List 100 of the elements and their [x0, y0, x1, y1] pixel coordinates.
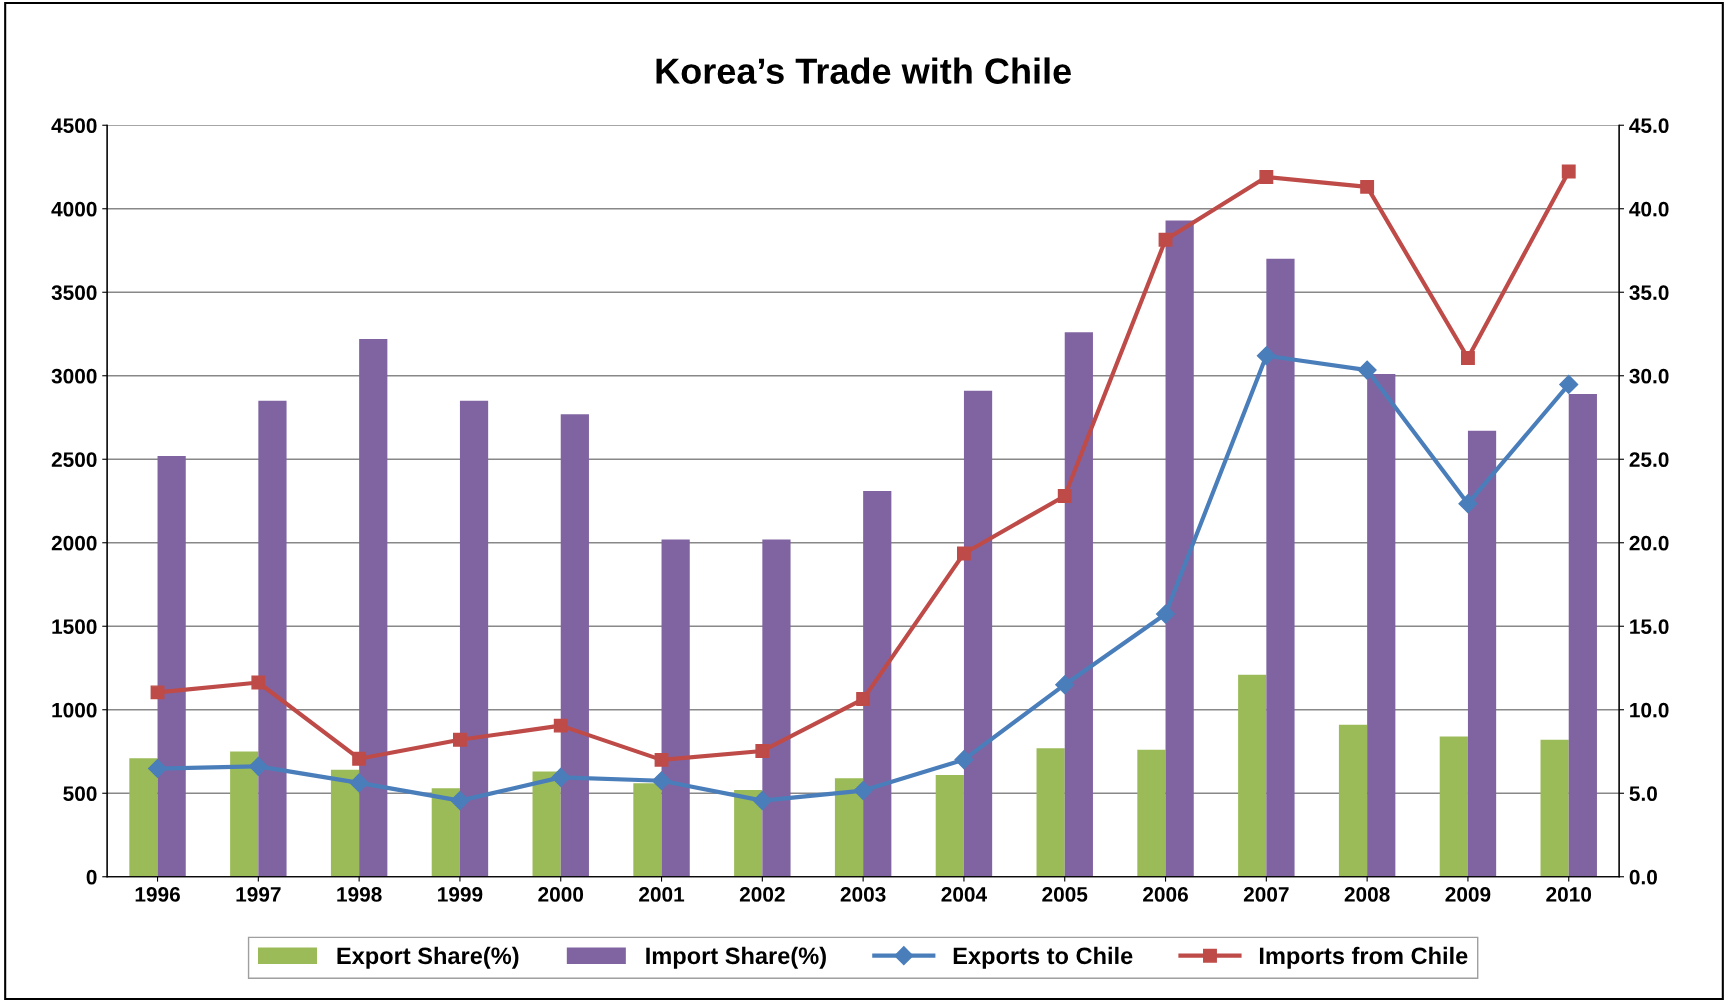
- point: [452, 732, 467, 747]
- y2-tick-label: 5.0: [1629, 786, 1657, 801]
- bar: [633, 783, 662, 877]
- bar: [157, 455, 186, 877]
- x-tick-label: 2002: [739, 887, 785, 902]
- bar: [1238, 674, 1267, 877]
- point: [652, 771, 672, 791]
- x-tick-label: 1998: [337, 887, 382, 902]
- point: [352, 751, 367, 766]
- point: [450, 791, 470, 811]
- point: [1259, 170, 1274, 184]
- y-tick-label: 3500: [51, 285, 97, 301]
- point: [251, 675, 266, 690]
- bar: [661, 539, 690, 877]
- bar: [1137, 749, 1166, 877]
- bar: [1540, 739, 1569, 877]
- point: [654, 752, 669, 767]
- bar: [834, 778, 864, 877]
- point: [954, 750, 974, 770]
- bar: [330, 769, 360, 877]
- y-tick-label: 2000: [51, 535, 97, 551]
- bar: [1165, 220, 1194, 877]
- point: [1055, 675, 1075, 695]
- point: [1458, 494, 1478, 514]
- y2-tick-label: 0.0: [1629, 869, 1657, 885]
- y2-tick-label: 15.0: [1630, 619, 1669, 634]
- y2-tick-label: 10.0: [1630, 702, 1669, 718]
- y-tick-label: 4500: [51, 118, 97, 133]
- bar: [1467, 430, 1497, 877]
- point: [1360, 179, 1375, 194]
- bar: [863, 490, 892, 877]
- point: [1460, 351, 1475, 365]
- bar: [1439, 736, 1468, 877]
- bar: [532, 771, 561, 877]
- legend-label: Import Share(%): [646, 946, 826, 969]
- y-tick-label: 3000: [51, 368, 97, 384]
- bar: [258, 400, 287, 877]
- bar: [1367, 374, 1396, 877]
- x-tick-label: 2005: [1042, 887, 1088, 902]
- x-tick-label: 2006: [1143, 887, 1188, 902]
- y-tick-label: 2500: [51, 452, 97, 467]
- point: [856, 692, 871, 707]
- point: [755, 744, 770, 758]
- point: [752, 791, 772, 811]
- bar: [1036, 748, 1065, 877]
- y-tick-label: 1500: [52, 619, 97, 634]
- x-tick-label: 1997: [236, 887, 281, 902]
- point: [1156, 604, 1176, 624]
- y-tick-label: 500: [63, 786, 97, 801]
- bar: [1266, 258, 1295, 877]
- point: [148, 758, 168, 779]
- y2-tick-label: 20.0: [1629, 535, 1669, 551]
- point: [150, 685, 165, 700]
- bar: [431, 788, 460, 877]
- legend-label: Export Share(%): [337, 946, 519, 969]
- x-tick-label: 2003: [840, 887, 886, 902]
- point: [1559, 374, 1579, 394]
- point: [553, 718, 568, 733]
- point: [1158, 232, 1173, 247]
- y2-tick-label: 45.0: [1629, 118, 1669, 133]
- x-tick-label: 1996: [135, 887, 180, 902]
- bar: [230, 751, 259, 877]
- point: [1357, 360, 1377, 380]
- point: [853, 781, 873, 801]
- y-tick-label: 4000: [51, 201, 97, 217]
- bar: [1338, 724, 1368, 877]
- legend-label: Imports from Chile: [1259, 946, 1468, 969]
- x-tick-label: 2001: [639, 887, 685, 902]
- y2-tick-label: 35.0: [1629, 285, 1669, 301]
- point: [1256, 346, 1276, 366]
- bar: [359, 339, 388, 877]
- legend-label: Exports to Chile: [953, 946, 1133, 969]
- y2-tick-label: 30.0: [1629, 368, 1669, 384]
- x-tick-label: 2008: [1344, 887, 1390, 902]
- x-tick-label: 2004: [941, 887, 987, 902]
- x-tick-label: 2009: [1445, 887, 1491, 902]
- x-tick-label: 2010: [1546, 887, 1592, 902]
- point: [956, 546, 971, 561]
- y-tick-label: 0: [86, 869, 97, 885]
- point: [349, 773, 369, 793]
- x-tick-label: 1999: [438, 887, 483, 902]
- bar: [935, 774, 964, 877]
- point: [1057, 489, 1072, 503]
- bar: [1568, 394, 1597, 877]
- bar: [129, 758, 158, 877]
- bar: [963, 390, 993, 877]
- y2-tick-label: 25.0: [1629, 452, 1669, 467]
- x-tick-label: 2007: [1243, 887, 1289, 902]
- x-tick-label: 2000: [538, 887, 584, 902]
- chart-title: Korea’s Trade with Chile: [656, 57, 1071, 84]
- bar: [1064, 332, 1093, 877]
- y-tick-label: 1000: [52, 702, 97, 718]
- point: [248, 756, 268, 776]
- point: [1561, 164, 1576, 179]
- bar: [560, 414, 589, 877]
- bar: [762, 539, 791, 877]
- bar: [459, 400, 489, 877]
- point: [551, 767, 571, 787]
- y2-tick-label: 40.0: [1629, 201, 1669, 217]
- bar: [734, 789, 763, 877]
